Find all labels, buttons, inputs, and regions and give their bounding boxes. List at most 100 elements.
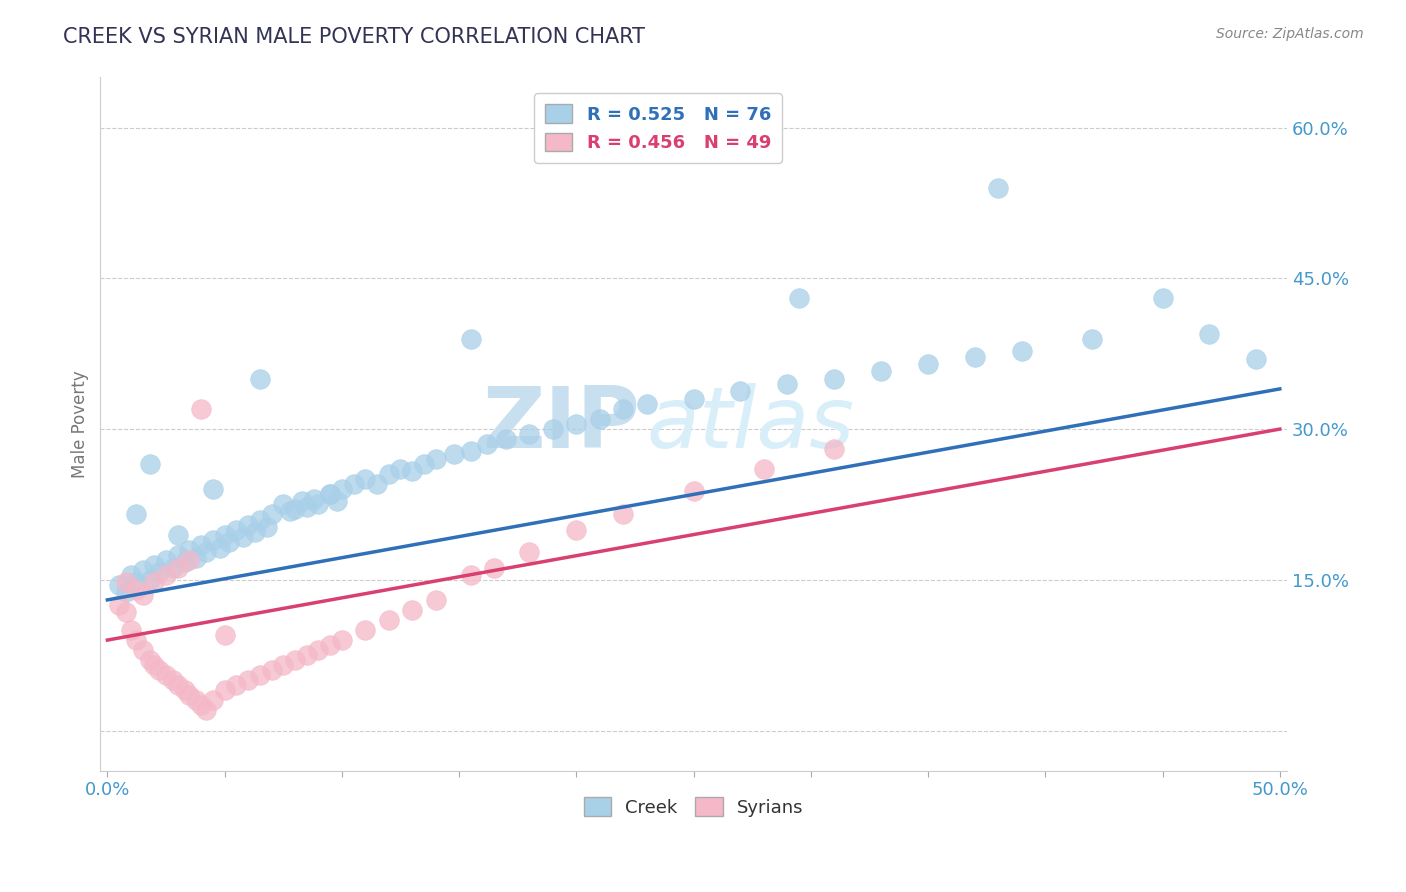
Point [495, 432, 517, 446]
Point [201, 483, 224, 497]
Point [190, 698, 212, 713]
Point [302, 492, 325, 507]
Point [589, 412, 612, 426]
Point [115, 585, 138, 599]
Point [143, 574, 166, 589]
Point [565, 417, 588, 431]
Point [342, 477, 364, 491]
Point [131, 563, 153, 577]
Point [519, 427, 541, 442]
Point [131, 588, 153, 602]
Point [401, 464, 423, 478]
Point [565, 523, 588, 537]
Point [138, 573, 160, 587]
Point [162, 673, 184, 688]
Point [917, 357, 939, 371]
Point [682, 484, 704, 499]
Point [194, 544, 217, 558]
Point [307, 643, 329, 657]
Text: Source: ZipAtlas.com: Source: ZipAtlas.com [1216, 27, 1364, 41]
Point [232, 530, 254, 544]
Point [1152, 292, 1174, 306]
Point [1246, 351, 1268, 366]
Point [389, 462, 412, 476]
Point [295, 500, 318, 515]
Point [124, 582, 146, 597]
Point [682, 392, 704, 406]
Point [115, 574, 138, 589]
Point [401, 603, 423, 617]
Point [326, 494, 349, 508]
Point [120, 623, 142, 637]
Point [425, 593, 447, 607]
Point [214, 628, 236, 642]
Point [271, 658, 294, 673]
Point [319, 487, 342, 501]
Point [413, 457, 436, 471]
Point [460, 567, 482, 582]
Point [138, 653, 160, 667]
Point [201, 693, 224, 707]
Point [124, 574, 146, 589]
Point [730, 384, 752, 398]
Point [214, 527, 236, 541]
Point [612, 402, 634, 417]
Point [131, 643, 153, 657]
Point [155, 567, 177, 582]
Point [870, 364, 893, 378]
Point [236, 673, 259, 688]
Point [354, 623, 377, 637]
Point [776, 376, 799, 391]
Point [214, 683, 236, 698]
Point [166, 678, 188, 692]
Point [271, 498, 294, 512]
Point [162, 560, 184, 574]
Point [291, 494, 314, 508]
Point [823, 442, 845, 457]
Point [208, 541, 231, 555]
Point [1198, 326, 1220, 341]
Point [1011, 343, 1033, 358]
Point [143, 558, 166, 572]
Y-axis label: Male Poverty: Male Poverty [72, 370, 89, 478]
Legend: Creek, Syrians: Creek, Syrians [576, 790, 811, 824]
Point [307, 498, 329, 512]
Point [460, 444, 482, 458]
Point [225, 678, 247, 692]
Point [1081, 332, 1104, 346]
Point [166, 548, 188, 562]
Point [484, 560, 506, 574]
Point [963, 350, 986, 364]
Point [179, 552, 201, 566]
Point [378, 613, 401, 627]
Point [148, 663, 170, 677]
Point [225, 523, 247, 537]
Point [124, 508, 146, 522]
Point [179, 689, 201, 703]
Point [366, 477, 388, 491]
Point [249, 512, 271, 526]
Point [218, 534, 240, 549]
Point [120, 567, 142, 582]
Point [636, 397, 658, 411]
Point [201, 533, 224, 547]
Point [108, 598, 131, 612]
Point [260, 663, 283, 677]
Text: ZIP: ZIP [482, 383, 640, 466]
Text: atlas: atlas [647, 383, 853, 466]
Point [148, 565, 170, 579]
Point [260, 508, 283, 522]
Point [295, 648, 318, 662]
Point [173, 683, 195, 698]
Point [173, 555, 195, 569]
Point [155, 668, 177, 682]
Point [612, 508, 634, 522]
Point [190, 402, 212, 417]
Point [186, 550, 208, 565]
Point [519, 544, 541, 558]
Point [752, 462, 775, 476]
Point [115, 605, 138, 619]
Point [787, 292, 810, 306]
Point [378, 467, 401, 482]
Point [443, 447, 465, 461]
